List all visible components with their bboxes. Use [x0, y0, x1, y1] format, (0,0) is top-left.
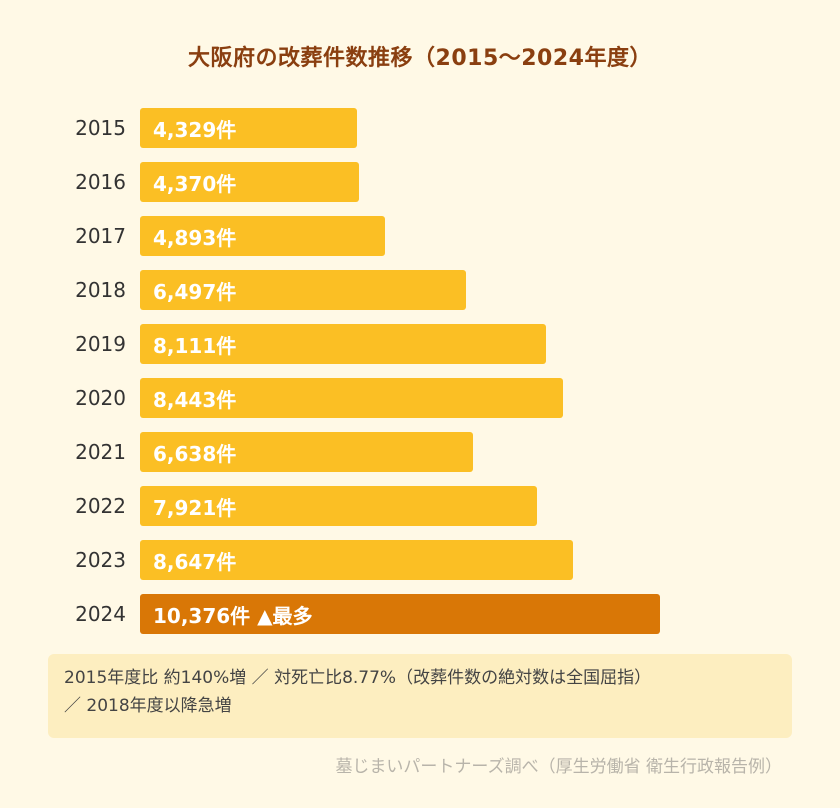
year-label: 2017 [75, 224, 126, 248]
year-label: 2024 [75, 602, 126, 626]
bar-value-label: 4,893件 [153, 225, 237, 250]
note-line-1: 2015年度比 約140%増 ／ 対死亡比8.77%（改葬件数の絶対数は全国屈指… [64, 668, 652, 688]
bar: 6,497件 [140, 270, 466, 310]
bar: 7,921件 [140, 486, 537, 526]
bar: 6,638件 [140, 432, 473, 472]
note-box: 2015年度比 約140%増 ／ 対死亡比8.77%（改葬件数の絶対数は全国屈指… [48, 654, 792, 738]
bar-value-label: 4,329件 [153, 117, 237, 142]
chart-title: 大阪府の改葬件数推移（2015〜2024年度） [188, 46, 652, 71]
bar-value-label: 6,497件 [153, 279, 237, 304]
year-label: 2015 [75, 116, 126, 140]
year-label: 2018 [75, 278, 126, 302]
bar-value-label: 8,443件 [153, 387, 237, 412]
year-label: 2020 [75, 386, 126, 410]
bar-value-label: 4,370件 [153, 171, 237, 196]
bar-value-label: 8,647件 [153, 549, 237, 574]
bar: 4,370件 [140, 162, 359, 202]
bar-value-label: 10,376件 ▲最多 [153, 603, 313, 628]
bar: 4,329件 [140, 108, 357, 148]
year-label: 2023 [75, 548, 126, 572]
bar: 8,443件 [140, 378, 563, 418]
year-label: 2019 [75, 332, 126, 356]
year-label: 2021 [75, 440, 126, 464]
bar: 4,893件 [140, 216, 385, 256]
year-label: 2016 [75, 170, 126, 194]
bar: 8,111件 [140, 324, 546, 364]
bar: 8,647件 [140, 540, 573, 580]
year-label: 2022 [75, 494, 126, 518]
bar-value-label: 8,111件 [153, 333, 237, 358]
bar-value-label: 6,638件 [153, 441, 237, 466]
note-line-2: ／ 2018年度以降急増 [64, 696, 232, 716]
bar-chart: 2015 4,329件 2016 4,370件 2017 4,893件 2018 6,497件… [75, 108, 660, 634]
bar-value-label: 7,921件 [153, 495, 237, 520]
source-credit: 墓じまいパートナーズ調べ（厚生労働省 衛生行政報告例） [335, 757, 782, 777]
bar-highlight: 10,376件 ▲最多 [140, 594, 660, 634]
